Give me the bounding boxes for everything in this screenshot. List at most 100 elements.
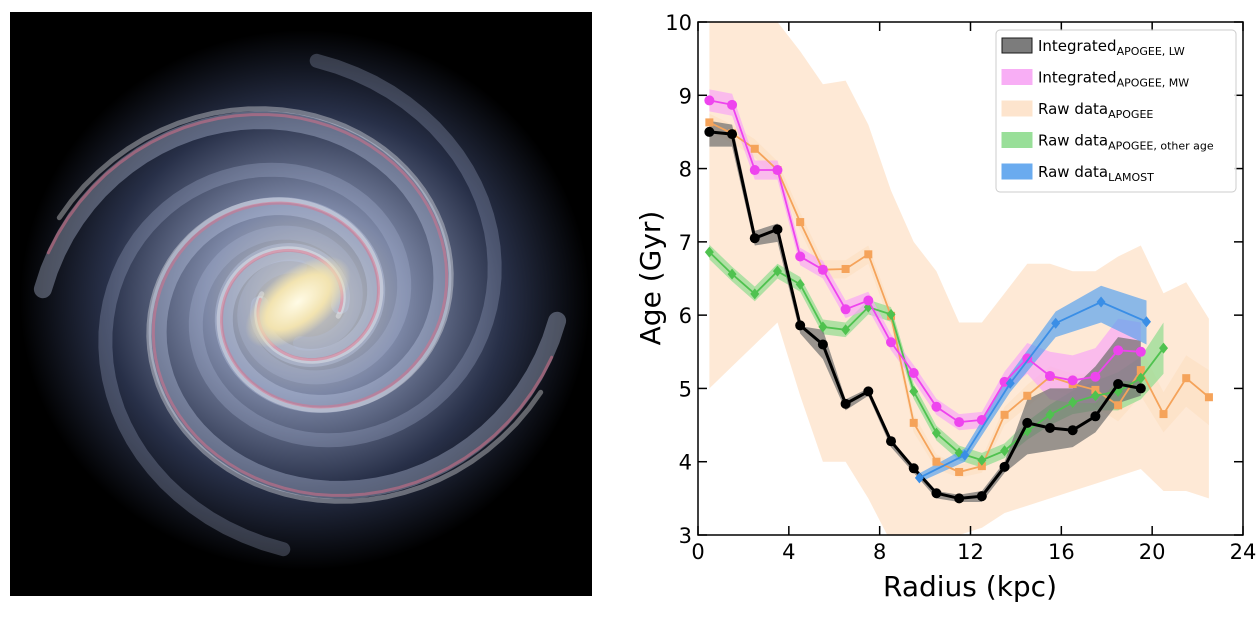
x-tick-label: 0 <box>691 540 704 564</box>
marker <box>795 320 806 331</box>
marker <box>886 337 897 348</box>
legend-label: IntegratedAPOGEE, LW <box>1038 37 1185 58</box>
marker <box>954 417 965 428</box>
legend-label: Raw dataAPOGEE, other age <box>1038 132 1214 153</box>
legend-label: Raw dataAPOGEE <box>1038 100 1153 121</box>
marker <box>841 264 850 273</box>
y-tick-label: 9 <box>679 84 692 108</box>
marker <box>1113 345 1124 356</box>
legend-subscript: LAMOST <box>1108 171 1154 184</box>
marker <box>795 278 805 290</box>
legend-swatch <box>1001 132 1033 148</box>
x-tick-label: 16 <box>1048 540 1075 564</box>
marker <box>909 385 919 397</box>
marker <box>1000 445 1010 457</box>
marker <box>1182 374 1191 383</box>
marker <box>932 457 941 466</box>
marker <box>1135 346 1146 357</box>
marker <box>1044 370 1055 381</box>
marker <box>1000 410 1009 419</box>
marker <box>1067 425 1078 436</box>
x-tick-label: 12 <box>957 540 984 564</box>
legend-swatch <box>1001 100 1033 117</box>
y-tick-label: 7 <box>679 231 692 255</box>
marker <box>955 467 964 476</box>
x-axis-label: Radius (kpc) <box>883 570 1057 603</box>
legend-subscript: APOGEE, other age <box>1108 140 1214 153</box>
marker <box>1136 366 1145 375</box>
marker <box>772 224 783 235</box>
legend-label: IntegratedAPOGEE, MW <box>1038 69 1189 90</box>
marker <box>750 144 759 153</box>
marker <box>1141 316 1151 328</box>
marker <box>1051 317 1061 329</box>
legend-swatch <box>1001 69 1033 85</box>
y-tick-label: 10 <box>665 11 692 35</box>
marker <box>1022 417 1033 428</box>
legend-name: Raw data <box>1038 163 1108 181</box>
y-tick-label: 8 <box>679 158 692 182</box>
marker <box>817 339 828 350</box>
legend-name: Raw data <box>1038 100 1108 118</box>
legend-name: Integrated <box>1038 69 1117 87</box>
marker <box>976 491 987 502</box>
marker <box>1090 411 1101 422</box>
marker <box>977 462 986 471</box>
marker <box>727 268 737 280</box>
y-tick-label: 6 <box>679 304 692 328</box>
marker <box>1113 379 1124 390</box>
marker <box>999 461 1010 472</box>
marker <box>772 265 782 277</box>
legend-swatch <box>1001 37 1033 54</box>
marker <box>914 472 924 484</box>
marker <box>976 414 987 425</box>
marker <box>1090 371 1101 382</box>
marker <box>840 304 851 315</box>
marker <box>908 368 919 379</box>
marker <box>863 295 874 306</box>
marker <box>840 398 851 409</box>
y-axis-label: Age (Gyr) <box>634 211 667 346</box>
marker <box>977 454 987 466</box>
plot-area <box>704 22 1213 535</box>
marker <box>1067 375 1078 386</box>
legend-subscript: APOGEE <box>1108 108 1153 121</box>
marker <box>960 449 970 461</box>
marker <box>795 251 806 262</box>
legend-name: Integrated <box>1038 37 1117 55</box>
marker <box>1044 423 1055 434</box>
error-band <box>919 285 1147 483</box>
marker <box>1135 383 1146 394</box>
marker <box>1022 353 1033 364</box>
spiral-arm <box>33 111 452 413</box>
spiral-arm <box>98 162 412 557</box>
marker <box>817 264 828 275</box>
marker <box>931 427 941 439</box>
plot: 0 4 8 12 16 20 24 3 4 5 6 7 8 9 10 IntegratedAPOGEE, LW… <box>665 11 1257 564</box>
series-line <box>918 301 1147 479</box>
marker <box>796 218 805 227</box>
marker <box>886 436 897 447</box>
marker <box>931 401 942 412</box>
marker <box>1045 409 1055 421</box>
error-band <box>709 120 1141 503</box>
x-tick-label: 4 <box>782 540 795 564</box>
galaxy-bulge <box>245 256 351 348</box>
marker <box>1159 410 1168 419</box>
marker <box>727 129 738 140</box>
spiral-arm <box>151 201 554 497</box>
legend-box <box>995 29 1237 193</box>
marker <box>863 386 874 397</box>
legend-subscript: APOGEE, MW <box>1117 77 1190 90</box>
spiral-arm <box>188 53 502 448</box>
marker <box>841 324 851 336</box>
marker <box>1204 393 1213 402</box>
marker <box>704 246 714 258</box>
x-tick-label: 24 <box>1230 540 1257 564</box>
marker <box>705 118 714 127</box>
x-tick-label: 8 <box>873 540 886 564</box>
marker <box>1068 396 1078 408</box>
marker <box>750 288 760 300</box>
